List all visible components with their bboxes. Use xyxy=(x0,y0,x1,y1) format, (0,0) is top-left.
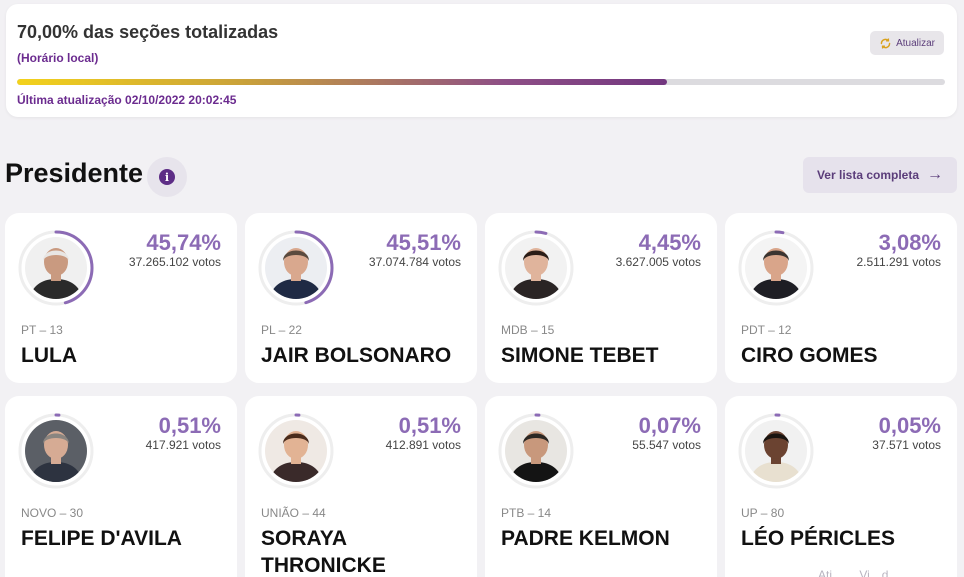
candidate-vote-count: 37.265.102 votos xyxy=(128,255,221,269)
totalization-progress-bar xyxy=(17,79,945,85)
candidate-avatar-wrap xyxy=(737,412,815,490)
candidate-photo xyxy=(25,420,87,482)
candidate-photo xyxy=(265,420,327,482)
totalization-title: 70,00% das seções totalizadas xyxy=(17,22,279,42)
candidate-card[interactable]: 0,51% 412.891 votos UNIÃO – 44 SORAYA THRON… xyxy=(245,396,477,577)
candidate-name: PADRE KELMON xyxy=(501,527,670,550)
candidate-photo xyxy=(505,237,567,299)
candidate-party-number: PL – 22 xyxy=(261,323,302,337)
candidate-vote-count: 417.921 votos xyxy=(145,438,221,452)
candidate-party-number: UNIÃO – 44 xyxy=(261,506,326,520)
candidate-card[interactable]: 0,51% 417.921 votos NOVO – 30 FELIPE D'AVIL… xyxy=(5,396,237,577)
candidate-avatar-wrap xyxy=(497,412,575,490)
refresh-icon xyxy=(880,37,891,49)
vote-share-ring xyxy=(498,413,574,489)
candidate-vote-percentage: 0,51% xyxy=(158,413,221,438)
vote-share-ring xyxy=(738,413,814,489)
candidate-party-number: UP – 80 xyxy=(741,506,785,520)
vote-share-ring xyxy=(258,413,334,489)
candidate-card[interactable]: 45,51% 37.074.784 votos PL – 22 JAIR BOLSON… xyxy=(245,213,477,383)
candidate-vote-percentage: 3,08% xyxy=(878,230,941,255)
candidate-card[interactable]: 0,07% 55.547 votos PTB – 14 PADRE KELMON xyxy=(485,396,717,577)
info-button[interactable]: i xyxy=(147,157,187,197)
vote-share-ring xyxy=(18,230,94,306)
full-list-label: Ver lista completa xyxy=(816,168,920,182)
candidate-name: CIRO GOMES xyxy=(741,344,878,367)
candidate-avatar-wrap xyxy=(257,412,335,490)
candidate-photo xyxy=(745,420,807,482)
candidate-card[interactable]: 3,08% 2.511.291 votos PDT – 12 CIRO GOMES xyxy=(725,213,957,383)
arrow-right-icon: → xyxy=(927,166,944,183)
refresh-label: Atualizar xyxy=(896,37,935,49)
info-icon: i xyxy=(159,169,175,185)
candidate-party-number: NOVO – 30 xyxy=(21,506,84,520)
candidate-party-number: PT – 13 xyxy=(21,323,63,337)
candidate-avatar-wrap xyxy=(497,229,575,307)
candidate-vote-percentage: 4,45% xyxy=(638,230,701,255)
candidate-vote-count: 2.511.291 votos xyxy=(856,255,941,269)
candidate-vote-count: 3.627.005 votos xyxy=(615,255,701,269)
candidate-vote-percentage: 0,07% xyxy=(638,413,701,438)
candidate-name: SORAYA THRONICKE xyxy=(261,527,386,577)
candidate-card[interactable]: 0,05% 37.571 votos UP – 80 LÉO PÉRICLES xyxy=(725,396,957,577)
candidate-photo xyxy=(265,237,327,299)
vote-share-ring xyxy=(738,230,814,306)
candidate-avatar-wrap xyxy=(737,229,815,307)
totalization-progress-fill xyxy=(17,79,667,85)
candidate-vote-percentage: 0,05% xyxy=(878,413,941,438)
candidate-photo xyxy=(745,237,807,299)
candidate-party-number: PTB – 14 xyxy=(501,506,552,520)
candidate-vote-percentage: 45,74% xyxy=(146,230,221,255)
candidate-name: JAIR BOLSONARO xyxy=(261,344,452,367)
candidate-name: SIMONE TEBET xyxy=(501,344,659,367)
section-title: Presidente xyxy=(5,158,144,188)
vote-share-ring xyxy=(18,413,94,489)
candidate-photo xyxy=(505,420,567,482)
candidate-vote-count: 55.547 votos xyxy=(632,438,701,452)
candidate-vote-count: 37.074.784 votos xyxy=(368,255,461,269)
totalization-status-card: 70,00% das seções totalizadas (Horário l… xyxy=(6,4,957,117)
candidate-card[interactable]: 45,74% 37.265.102 votos PT – 13 LULA xyxy=(5,213,237,383)
candidate-avatar-wrap xyxy=(17,412,95,490)
candidate-name: FELIPE D'AVILA xyxy=(21,527,182,550)
candidate-card[interactable]: 4,45% 3.627.005 votos MDB – 15 SIMONE TEBET xyxy=(485,213,717,383)
candidate-avatar-wrap xyxy=(17,229,95,307)
refresh-button[interactable]: Atualizar xyxy=(870,31,944,55)
candidate-avatar-wrap xyxy=(257,229,335,307)
candidate-vote-percentage: 45,51% xyxy=(386,230,461,255)
candidate-name: LULA xyxy=(21,344,77,367)
candidate-party-number: MDB – 15 xyxy=(501,323,555,337)
footer-faint-text: Atj… …Vi…d… xyxy=(818,568,901,577)
full-list-button[interactable]: Ver lista completa → xyxy=(803,157,957,193)
candidate-vote-count: 412.891 votos xyxy=(385,438,461,452)
vote-share-ring xyxy=(498,230,574,306)
candidate-name: LÉO PÉRICLES xyxy=(741,527,896,550)
candidate-vote-percentage: 0,51% xyxy=(398,413,461,438)
last-update-text: Última atualização 02/10/2022 20:02:45 xyxy=(17,93,237,107)
candidate-vote-count: 37.571 votos xyxy=(872,438,941,452)
local-time-note: (Horário local) xyxy=(17,51,99,65)
candidate-photo xyxy=(25,237,87,299)
vote-share-ring xyxy=(258,230,334,306)
candidate-party-number: PDT – 12 xyxy=(741,323,792,337)
